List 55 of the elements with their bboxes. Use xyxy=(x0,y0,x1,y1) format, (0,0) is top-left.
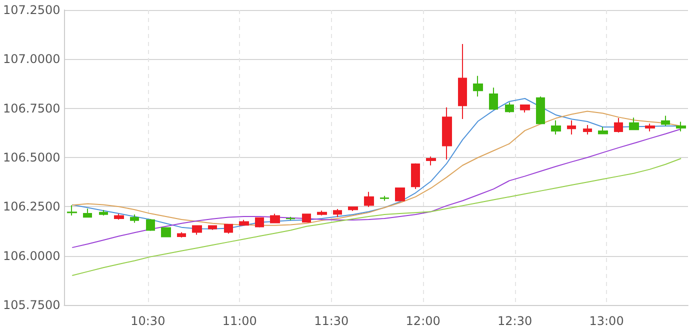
candlestick xyxy=(661,115,670,126)
candlestick xyxy=(676,121,686,132)
candlestick xyxy=(645,123,655,132)
y-tick-label: 107.0000 xyxy=(2,52,60,66)
y-tick-label: 106.7500 xyxy=(2,101,60,116)
candlestick xyxy=(426,156,436,166)
candlestick xyxy=(255,217,264,228)
candlestick xyxy=(411,162,420,190)
candlestick xyxy=(629,117,639,130)
line-series xyxy=(72,158,682,276)
candlestick xyxy=(567,120,576,135)
candlestick xyxy=(364,191,374,208)
candlestick xyxy=(83,208,92,218)
candlestick xyxy=(192,225,202,236)
candlestick xyxy=(333,208,342,218)
x-tick-label: 13:00 xyxy=(589,314,624,328)
candlestick xyxy=(520,104,530,113)
x-tick-label: 12:30 xyxy=(498,314,532,328)
candlestick xyxy=(67,204,77,216)
x-tick-label: 11:00 xyxy=(222,314,257,328)
candlestick xyxy=(598,126,608,134)
candlestick xyxy=(505,102,514,114)
y-tick-label: 106.0000 xyxy=(2,248,60,263)
candlestick xyxy=(302,213,311,223)
candlestick xyxy=(395,187,405,202)
candlestick xyxy=(208,224,217,230)
y-tick-label: 106.5000 xyxy=(2,150,60,164)
y-tick-label: 105.7500 xyxy=(2,298,60,312)
candlestick xyxy=(161,226,171,238)
candlestick xyxy=(130,214,139,224)
candlestick xyxy=(551,120,561,135)
candlestick xyxy=(473,75,483,98)
candlestick xyxy=(536,96,545,124)
candlestick xyxy=(489,87,498,110)
candlestick xyxy=(583,124,592,135)
line-series xyxy=(72,128,682,248)
candlestick xyxy=(146,218,155,232)
candlestick xyxy=(177,232,186,238)
x-tick-label: 11:30 xyxy=(314,314,349,328)
candlestick xyxy=(270,213,280,224)
y-tick-label: 107.2500 xyxy=(2,3,60,17)
candlestick xyxy=(99,210,108,216)
candlestick xyxy=(380,195,389,202)
candlestick xyxy=(224,224,233,234)
y-tick-label: 106.2500 xyxy=(2,200,60,214)
candlestick xyxy=(614,117,623,134)
candlestick xyxy=(458,44,467,120)
candlestick xyxy=(286,216,295,221)
candlestick xyxy=(239,219,249,226)
candlestick xyxy=(114,213,124,220)
x-tick-label: 12:00 xyxy=(406,314,440,328)
candlestick xyxy=(348,206,358,212)
candlestick xyxy=(442,106,452,160)
x-tick-label: 10:30 xyxy=(130,314,166,328)
candlestick xyxy=(317,210,327,216)
